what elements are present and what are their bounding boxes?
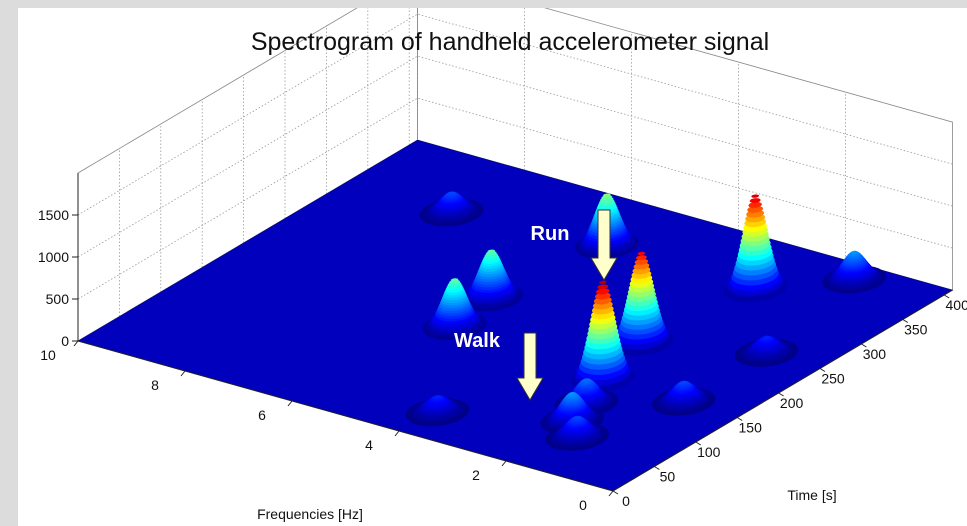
peak <box>571 280 635 393</box>
z-tick-label: 500 <box>46 291 70 307</box>
peak-contour <box>749 198 761 203</box>
peak-contour <box>597 284 609 290</box>
y-tick-label: 150 <box>739 420 763 436</box>
y-tick-label: 200 <box>780 395 804 411</box>
peak-contour <box>762 335 771 340</box>
peak-contour <box>634 258 649 265</box>
x-tick <box>501 460 507 467</box>
peak-contour <box>568 392 576 396</box>
x-tick-label: 10 <box>40 347 56 363</box>
peak-contour <box>595 292 611 300</box>
peak-contour <box>751 194 759 198</box>
peak-contour <box>603 193 611 197</box>
y-tick <box>612 490 619 495</box>
y-tick <box>736 417 743 421</box>
x-axis <box>77 340 614 492</box>
x-tick <box>180 370 186 377</box>
x-tick-label: 8 <box>151 377 159 393</box>
y-tick <box>902 319 909 323</box>
y-tick-label: 400 <box>946 297 967 313</box>
peak <box>822 250 886 294</box>
peak-contour <box>573 415 581 420</box>
x-tick-label: 0 <box>579 497 587 513</box>
y-tick-label: 0 <box>622 493 630 509</box>
peak-contour <box>850 250 858 255</box>
y-tick <box>695 441 702 446</box>
peak <box>545 415 609 451</box>
peak <box>651 380 716 416</box>
z-tick-label: 1500 <box>38 207 69 223</box>
y-tick-label: 350 <box>904 322 928 338</box>
peak-contour <box>447 191 456 195</box>
plot-area: 0246810050100150200250300350400050010001… <box>38 8 967 522</box>
peak-contour <box>748 201 762 208</box>
peak-contour <box>596 288 610 295</box>
z-tick-label: 0 <box>61 333 69 349</box>
x-axis-label: Frequencies [Hz] <box>257 506 363 522</box>
x-tick <box>608 490 614 497</box>
x-tick <box>287 400 293 407</box>
x-tick <box>394 430 400 437</box>
y-tick <box>943 294 950 299</box>
x-tick <box>73 340 79 347</box>
peak-contour <box>637 251 646 256</box>
y-tick-label: 250 <box>821 371 845 387</box>
x-tick-label: 4 <box>365 437 373 453</box>
annotation: Run <box>531 223 570 245</box>
y-tick-label: 100 <box>697 444 721 460</box>
peak <box>422 278 487 340</box>
y-tick <box>819 368 826 372</box>
peak-contour <box>636 255 647 261</box>
peak-contour <box>582 378 591 382</box>
y-tick <box>778 392 784 397</box>
peak-contour <box>433 395 442 399</box>
annotation: Walk <box>454 330 501 352</box>
x-tick-label: 6 <box>258 407 266 423</box>
y-tick-label: 50 <box>660 469 676 485</box>
z-tick-label: 1000 <box>38 249 69 265</box>
y-tick <box>654 466 660 470</box>
y-tick <box>861 343 867 348</box>
peak-contour <box>599 280 607 284</box>
y-axis <box>612 289 953 492</box>
x-tick-label: 2 <box>472 467 480 483</box>
y-tick-label: 300 <box>863 346 887 362</box>
peak <box>609 251 674 356</box>
peak-contour <box>487 249 495 253</box>
annotation-arrow <box>590 209 618 281</box>
y-axis-label: Time [s] <box>787 487 836 503</box>
peak-contour <box>679 380 688 385</box>
peak-contour <box>450 278 459 282</box>
peak <box>734 335 799 367</box>
peak <box>405 395 470 427</box>
peak <box>419 191 484 227</box>
annotation-arrow <box>516 332 544 401</box>
peak <box>723 194 787 303</box>
peak <box>459 249 523 312</box>
chart-title: Spectrogram of handheld accelerometer si… <box>251 28 769 56</box>
